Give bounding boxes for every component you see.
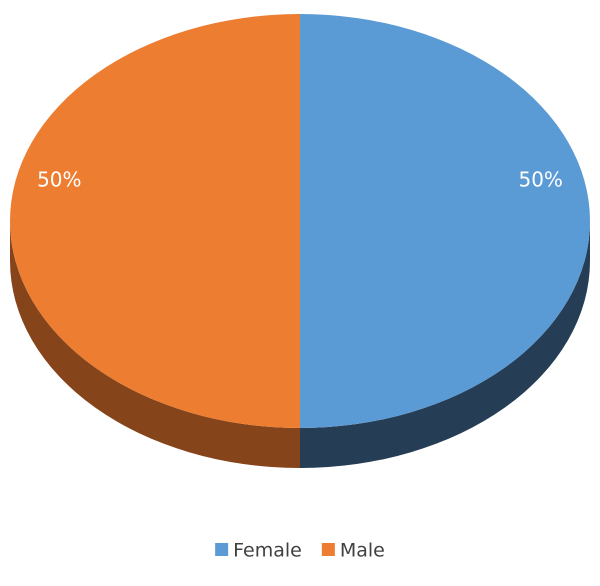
slice-side <box>10 221 300 468</box>
legend-swatch <box>321 543 335 556</box>
legend-label: Male <box>340 540 385 562</box>
slice <box>10 14 300 428</box>
data-label: 50% <box>518 168 562 192</box>
slice <box>300 14 590 428</box>
legend-swatch <box>215 543 229 556</box>
data-label: 50% <box>37 168 81 192</box>
slice-side <box>300 221 590 468</box>
legend-label: Female <box>233 540 302 562</box>
